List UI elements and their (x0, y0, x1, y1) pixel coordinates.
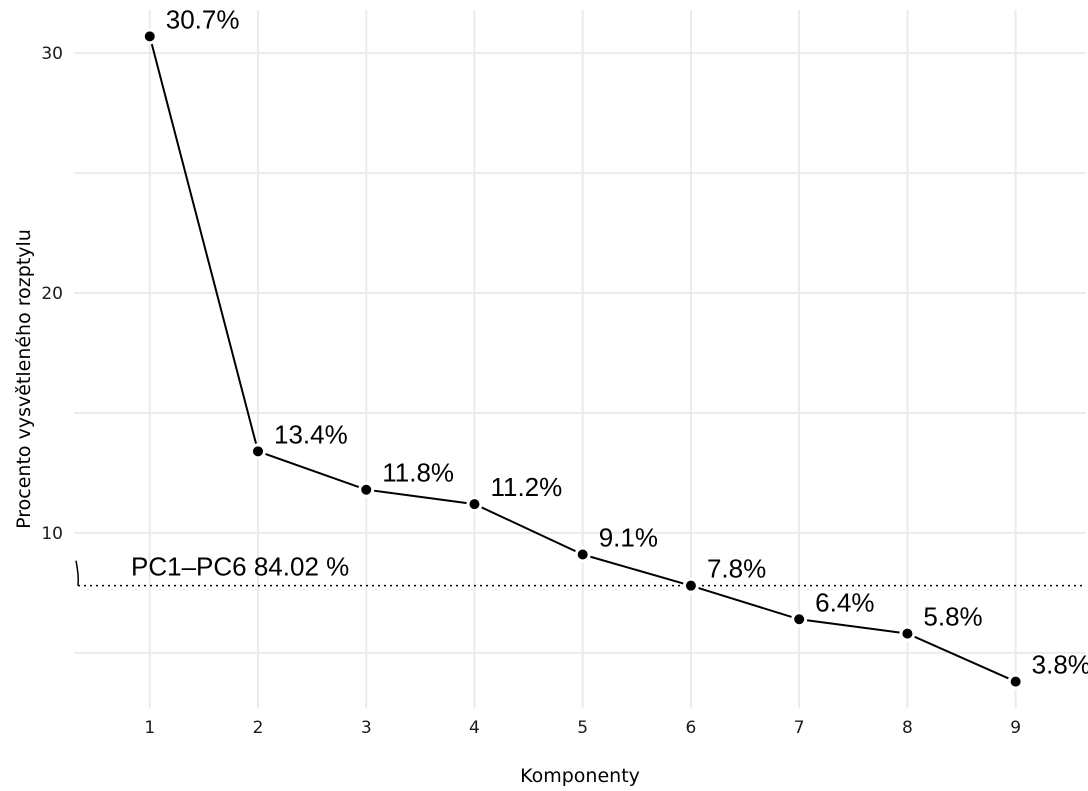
x-tick-label-7: 7 (794, 718, 805, 738)
y-tick-label-30: 30 (41, 44, 63, 64)
data-point-7 (791, 611, 808, 628)
data-labels: 30.7% 13.4% 11.8% 11.2% 9.1% 7.8% 6.4% 5.8% 3.8% (166, 4, 1088, 679)
data-label-2: 13.4% (274, 419, 348, 449)
x-tick-label-6: 6 (686, 718, 697, 738)
x-tick-label-2: 2 (253, 718, 264, 738)
data-point-9 (1007, 673, 1024, 690)
data-point-4 (466, 496, 483, 513)
reference-line-label: PC1–PC6 84.02 % (131, 552, 349, 582)
x-axis-title: Komponenty (520, 765, 640, 787)
y-tick-label-20: 20 (41, 284, 63, 304)
x-tick-label-3: 3 (361, 718, 372, 738)
data-label-7: 6.4% (815, 587, 874, 617)
data-point-6 (682, 577, 699, 594)
data-point-3 (358, 481, 375, 498)
y-axis-title: Procento vysvětleného rozptylu (13, 229, 35, 529)
x-tick-label-1: 1 (144, 718, 155, 738)
reference-bracket (75, 560, 79, 586)
data-point-5 (574, 546, 591, 563)
x-tick-label-4: 4 (469, 718, 480, 738)
data-label-6: 7.8% (707, 554, 766, 584)
data-label-4: 11.2% (490, 472, 562, 502)
data-point-8 (899, 625, 916, 642)
data-label-9: 3.8% (1032, 650, 1088, 680)
data-label-5: 9.1% (599, 522, 658, 552)
y-tick-label-10: 10 (41, 524, 63, 544)
x-axis-ticks: 1 2 3 4 5 6 7 8 9 (144, 718, 1021, 738)
data-point-1 (141, 28, 158, 45)
y-axis-ticks: 10 20 30 (41, 44, 63, 544)
data-label-1: 30.7% (166, 4, 240, 34)
x-tick-label-9: 9 (1010, 718, 1021, 738)
x-tick-label-5: 5 (577, 718, 588, 738)
data-points (141, 28, 1024, 690)
data-label-3: 11.8% (382, 458, 454, 488)
grid-lines (74, 10, 1086, 708)
x-tick-label-8: 8 (902, 718, 913, 738)
data-label-8: 5.8% (923, 602, 982, 632)
data-point-2 (250, 443, 266, 460)
